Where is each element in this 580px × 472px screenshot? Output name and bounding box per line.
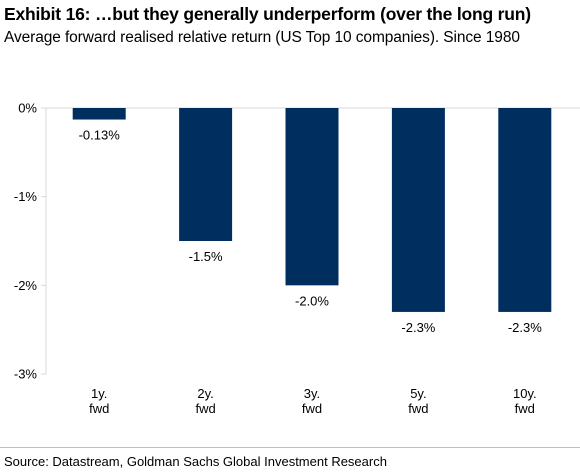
source-note: Source: Datastream, Goldman Sachs Global… xyxy=(4,454,387,469)
y-axis: 0% -1% -2% -3% xyxy=(14,101,580,382)
x-tick-label-line: 10y. xyxy=(513,386,537,401)
chart-title: Exhibit 16: …but they generally underper… xyxy=(4,4,531,24)
data-labels: -0.13% -1.5% -2.0% -2.3% -2.3% xyxy=(79,128,543,335)
data-label: -2.3% xyxy=(401,320,435,335)
y-tick-label: -2% xyxy=(14,278,38,293)
data-label: -2.0% xyxy=(295,293,329,308)
x-tick-label-line: fwd xyxy=(515,401,535,416)
bar xyxy=(391,108,445,312)
y-tick-label: -3% xyxy=(14,367,38,382)
x-tick-label-line: 3y. xyxy=(304,386,320,401)
data-label: -0.13% xyxy=(79,128,121,143)
x-tick-label-line: fwd xyxy=(408,401,428,416)
x-tick-label: 5y. fwd xyxy=(408,386,428,416)
x-tick-label: 1y. fwd xyxy=(89,386,109,416)
footer-divider xyxy=(0,447,580,448)
data-label: -1.5% xyxy=(189,249,223,264)
x-tick-label: 10y. fwd xyxy=(513,386,537,416)
x-tick-label-line: fwd xyxy=(302,401,322,416)
bar xyxy=(72,108,126,120)
data-label: -2.3% xyxy=(508,320,542,335)
x-tick-label: 3y. fwd xyxy=(302,386,322,416)
chart-subtitle: Average forward realised relative return… xyxy=(4,29,520,46)
y-tick-label: -1% xyxy=(14,189,38,204)
x-tick-label: 2y. fwd xyxy=(195,386,215,416)
x-tick-label-line: 1y. xyxy=(91,386,107,401)
y-tick-label: 0% xyxy=(18,101,37,116)
bars xyxy=(72,108,552,312)
x-tick-label-line: fwd xyxy=(195,401,215,416)
x-tick-label-line: 2y. xyxy=(197,386,213,401)
bar xyxy=(285,108,339,286)
bar xyxy=(179,108,233,241)
bar-chart: 0% -1% -2% -3% -0.13% -1.5% -2.0% -2.3% -2.3% 1… xyxy=(14,101,580,416)
bar xyxy=(498,108,552,312)
x-tick-label-line: 5y. xyxy=(410,386,426,401)
x-tick-label-line: fwd xyxy=(89,401,109,416)
